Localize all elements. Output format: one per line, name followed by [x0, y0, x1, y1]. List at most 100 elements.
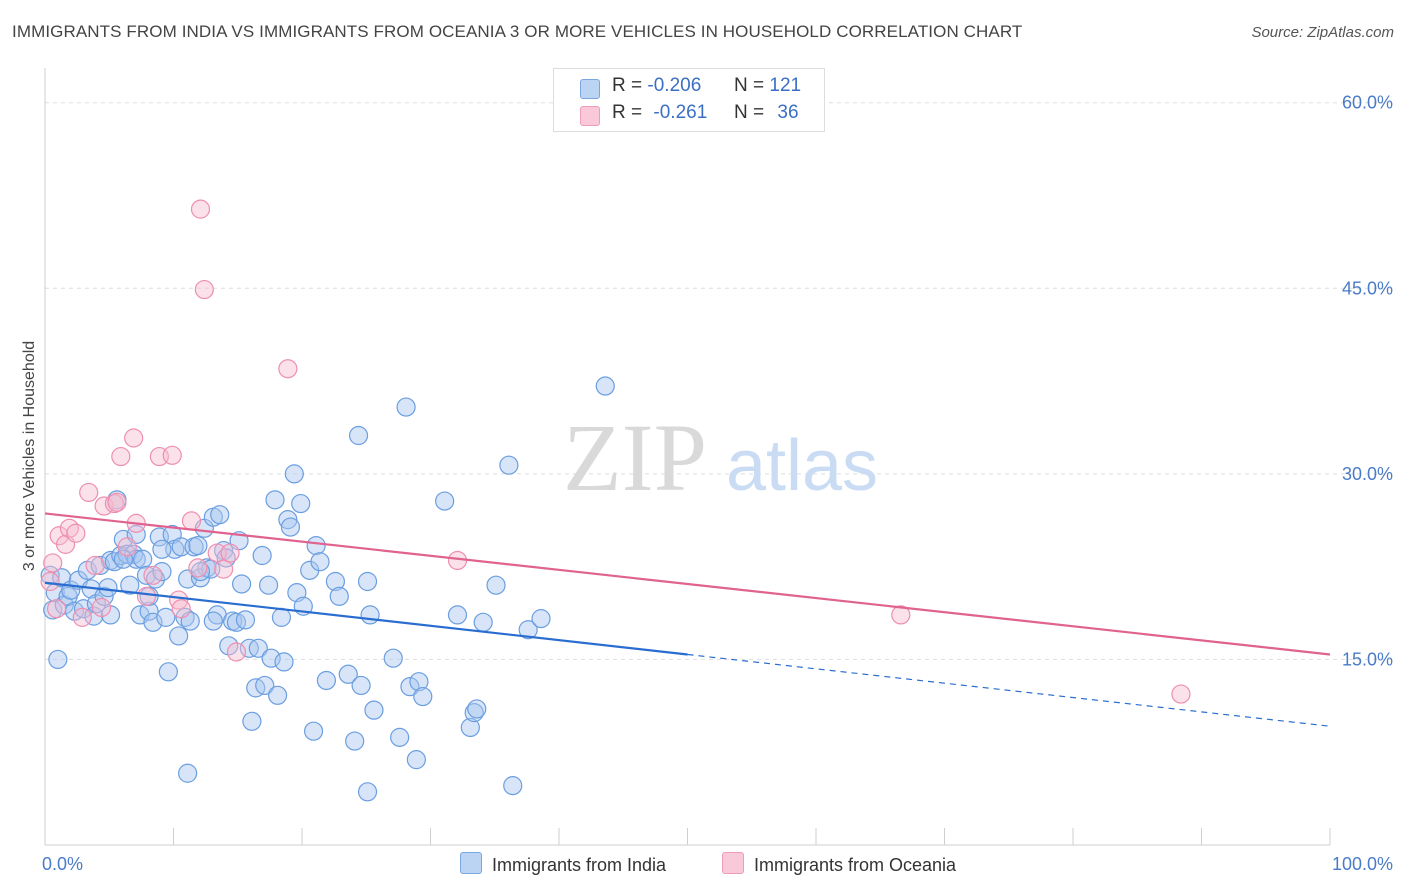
series-legend: Immigrants from India Immigrants from Oc… — [0, 852, 1406, 876]
oceania-point — [143, 565, 163, 585]
chart-title: IMMIGRANTS FROM INDIA VS IMMIGRANTS FROM… — [12, 22, 1023, 41]
y-tick-label: 60.0% — [1342, 93, 1393, 113]
series-oceania-label: Immigrants from Oceania — [754, 855, 957, 875]
india-point — [310, 552, 330, 572]
india-point — [133, 549, 153, 569]
oceania-point — [43, 553, 63, 573]
india-point — [306, 536, 326, 556]
india-point — [531, 609, 551, 629]
oceania-point — [136, 586, 157, 606]
india-trend-extension — [687, 653, 1331, 727]
india-point — [210, 505, 230, 525]
india-point — [48, 649, 68, 670]
india-point — [255, 675, 275, 696]
india-point — [278, 510, 298, 530]
india-point — [188, 536, 208, 556]
india-n-value: 121 — [769, 75, 802, 96]
watermark-atlas: atlas — [726, 426, 878, 506]
oceania-point — [85, 555, 105, 576]
oceania-point — [181, 511, 202, 531]
india-point — [325, 571, 346, 592]
oceania-n-value: 36 — [777, 102, 799, 123]
india-point — [143, 612, 163, 632]
india-point — [258, 575, 279, 595]
india-point — [316, 670, 337, 691]
oceania-point — [124, 428, 144, 448]
oceania-n: N = 36 — [734, 102, 799, 124]
india-point — [139, 601, 159, 621]
oceania-point — [107, 492, 127, 512]
india-point — [274, 652, 294, 672]
india-point — [284, 464, 304, 484]
x-tick-label-max: 100.0% — [1332, 854, 1393, 874]
oceania-point — [1171, 684, 1191, 704]
india-points — [40, 376, 615, 802]
india-point — [338, 664, 358, 684]
series-oceania-swatch — [722, 852, 744, 874]
oceania-point — [214, 559, 234, 579]
india-n: N = 121 — [734, 75, 801, 97]
india-point — [235, 610, 256, 630]
india-r-value: -0.206 — [647, 75, 702, 96]
y-tick-label: 15.0% — [1342, 649, 1393, 669]
india-point — [357, 571, 378, 592]
india-point — [303, 721, 324, 741]
india-point — [486, 575, 506, 595]
india-point — [351, 675, 371, 696]
oceania-point — [46, 599, 67, 619]
oceania-trend-line — [44, 512, 1331, 656]
india-point — [203, 611, 223, 631]
y-tick-label: 30.0% — [1342, 464, 1393, 484]
oceania-r-value: -0.261 — [653, 102, 708, 123]
watermark: ZIP atlas — [563, 404, 878, 511]
oceania-points — [40, 199, 1191, 704]
india-point — [113, 549, 133, 569]
series-legend-oceania: Immigrants from Oceania — [722, 852, 956, 876]
india-point — [390, 727, 410, 747]
india-point — [396, 397, 416, 417]
grid-lines — [45, 102, 1392, 660]
oceania-point — [190, 199, 211, 219]
india-point — [499, 455, 519, 475]
india-point — [360, 605, 380, 625]
india-point — [265, 490, 285, 510]
oceania-point — [162, 445, 182, 465]
oceania-point — [188, 558, 208, 578]
oceania-point — [226, 642, 247, 662]
oceania-point — [194, 279, 214, 300]
india-point — [98, 578, 118, 598]
india-point — [348, 425, 369, 446]
india-r: R = -0.206 — [612, 75, 701, 97]
india-point — [232, 574, 252, 594]
series-india-label: Immigrants from India — [492, 855, 667, 875]
axes — [44, 68, 1331, 846]
watermark-zip: ZIP — [563, 404, 707, 511]
oceania-point — [66, 523, 86, 543]
india-point — [261, 648, 281, 668]
india-point — [158, 662, 178, 682]
india-point — [518, 620, 538, 640]
india-point — [280, 517, 301, 537]
india-r-label: R = — [612, 75, 643, 96]
india-point — [219, 636, 239, 656]
oceania-swatch — [580, 106, 600, 126]
india-point — [242, 711, 262, 731]
india-point — [248, 638, 268, 658]
correlation-legend: R = -0.206 N = 121 R = -0.261 N = 36 — [553, 68, 825, 132]
india-point — [473, 612, 493, 632]
india-point — [406, 750, 426, 770]
oceania-point — [111, 446, 131, 467]
oceania-point — [91, 597, 112, 618]
india-point — [90, 555, 110, 576]
source-label: Source: ZipAtlas.com — [1251, 24, 1394, 41]
india-point — [271, 607, 292, 627]
india-point — [357, 782, 378, 802]
tick-labels: 15.0% 30.0% 45.0% 60.0% 0.0% 100.0% — [42, 93, 1393, 874]
oceania-point — [891, 605, 911, 625]
india-point — [400, 677, 420, 697]
india-n-label: N = — [734, 75, 765, 96]
oceania-point — [171, 599, 191, 619]
india-point — [595, 376, 615, 396]
india-point — [156, 607, 176, 627]
